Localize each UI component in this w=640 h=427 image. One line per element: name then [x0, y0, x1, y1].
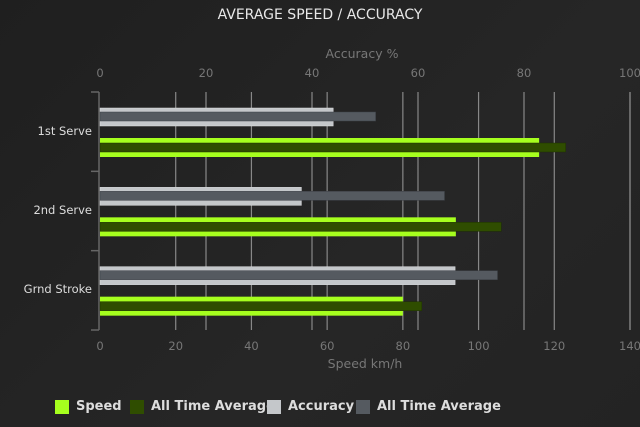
top-tick-label: 60 [410, 66, 426, 80]
speed-all-time-bar [99, 142, 566, 153]
accuracy-all-time-bar [99, 191, 445, 201]
legend-label: All Time Average [151, 399, 275, 414]
bottom-tick-label: 40 [244, 339, 259, 353]
bottom-tick-label: 0 [96, 339, 104, 353]
legend-swatch [130, 399, 144, 414]
speed-all-time-bar [99, 222, 502, 232]
bottom-tick-label: 140 [619, 339, 640, 353]
legend-label: Accuracy [288, 399, 355, 414]
top-tick-label: 80 [516, 66, 532, 80]
top-tick-label: 20 [198, 66, 214, 80]
legend-label: Speed [76, 399, 122, 414]
legend-swatch [55, 399, 69, 414]
chart-title: AVERAGE SPEED / ACCURACY [217, 7, 423, 23]
legend: Speed All Time Average Accuracy All Time Av… [0, 399, 640, 419]
category-label: 2nd Serve [33, 203, 92, 217]
category-label: Grnd Stroke [23, 282, 92, 297]
top-axis-label: Accuracy % [325, 46, 399, 61]
accuracy-all-time-bar [99, 111, 376, 122]
accuracy-all-time-bar [99, 270, 498, 280]
legend-item[interactable]: All Time Average [356, 399, 501, 414]
legend-item[interactable]: Accuracy [267, 399, 354, 414]
speed-all-time-bar [99, 301, 423, 311]
legend-item[interactable]: All Time Average [130, 399, 275, 414]
top-tick-label: 100 [619, 66, 640, 80]
bottom-tick-label: 60 [319, 339, 335, 353]
bottom-axis-label: Speed km/h [327, 356, 403, 371]
legend-label: All Time Average [377, 399, 501, 414]
top-tick-label: 40 [304, 66, 320, 80]
legend-swatch [267, 399, 281, 414]
bottom-tick-label: 20 [168, 339, 184, 353]
bottom-tick-label: 120 [543, 339, 566, 353]
category-label: 1st Serve [37, 123, 92, 138]
legend-item[interactable]: Speed [55, 399, 122, 414]
top-tick-label: 0 [96, 66, 104, 80]
bottom-tick-label: 80 [395, 339, 411, 353]
bottom-tick-label: 100 [467, 339, 490, 353]
legend-swatch [356, 399, 370, 414]
